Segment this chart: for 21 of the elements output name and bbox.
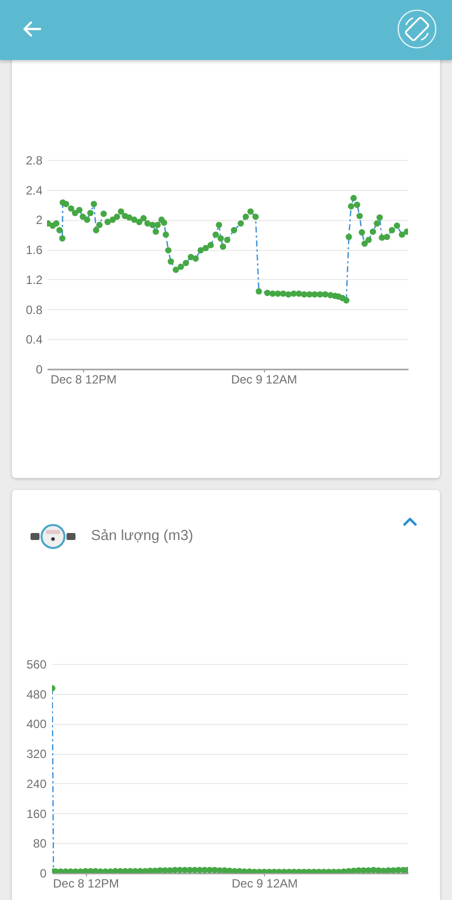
x-tick-label: Dec 9 12AM — [231, 372, 298, 386]
y-tick-label: 0 — [40, 866, 47, 880]
x-tick-label: Dec 8 12PM — [50, 372, 117, 386]
y-tick-label: 240 — [26, 776, 47, 791]
x-tick-label: Dec 9 12AM — [232, 876, 298, 890]
y-tick-label: 2 — [36, 213, 43, 228]
y-tick-label: 160 — [26, 806, 47, 821]
y-tick-label: 1.2 — [26, 272, 43, 287]
y-tick-label: 400 — [26, 717, 47, 732]
y-tick-label: 560 — [26, 658, 47, 672]
y-tick-label: 2.8 — [26, 154, 43, 168]
x-tick-label: Dec 8 12PM — [53, 876, 120, 890]
y-tick-label: 0 — [36, 362, 43, 376]
y-tick-label: 1.6 — [26, 243, 43, 258]
chart-title: Sản lượng (m3) — [91, 527, 194, 545]
y-tick-label: 2.4 — [26, 183, 43, 198]
y-tick-label: 0.4 — [26, 332, 43, 347]
y-tick-label: 80 — [33, 836, 47, 851]
y-tick-label: 320 — [26, 747, 47, 762]
y-tick-label: 480 — [26, 687, 47, 702]
y-tick-label: 0.8 — [26, 302, 43, 317]
